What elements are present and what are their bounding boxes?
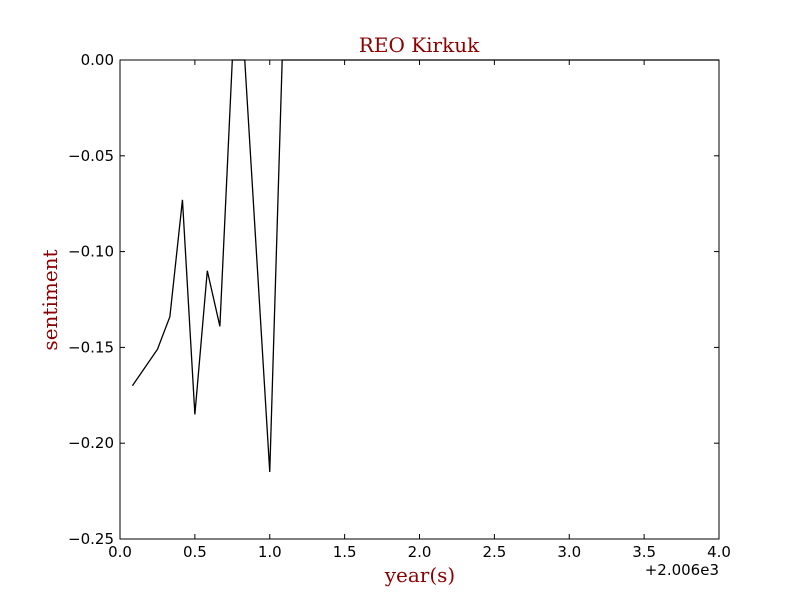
y-axis-label: sentiment [38, 249, 62, 350]
x-tick-label: 0.5 [183, 543, 207, 561]
y-tick-label: −0.05 [68, 147, 114, 165]
x-axis-offset-label: +2.006e3 [645, 561, 719, 579]
y-tick-label: −0.20 [68, 434, 114, 452]
y-tick-label: −0.15 [68, 338, 114, 356]
x-tick-label: 4.0 [707, 543, 731, 561]
x-axis-label: year(s) [384, 563, 456, 587]
y-tick-label: −0.25 [68, 530, 114, 548]
x-tick-label: 2.0 [408, 543, 432, 561]
x-tick-label: 1.5 [333, 543, 357, 561]
y-tick-label: −0.10 [68, 243, 114, 261]
plot-area-frame [119, 59, 720, 540]
x-tick-label: 0.0 [108, 543, 132, 561]
x-tick-label: 2.5 [482, 543, 506, 561]
x-tick-label: 1.0 [258, 543, 282, 561]
x-tick-label: 3.5 [632, 543, 656, 561]
chart-title: REO Kirkuk [359, 33, 480, 57]
y-tick-label: 0.00 [81, 51, 114, 69]
x-tick-label: 3.0 [557, 543, 581, 561]
axis-ticks: 0.0 0.5 1.0 1.5 2.0 2.5 3.0 3.5 4.0 0.00 −0.05 −0.1… [68, 51, 731, 561]
